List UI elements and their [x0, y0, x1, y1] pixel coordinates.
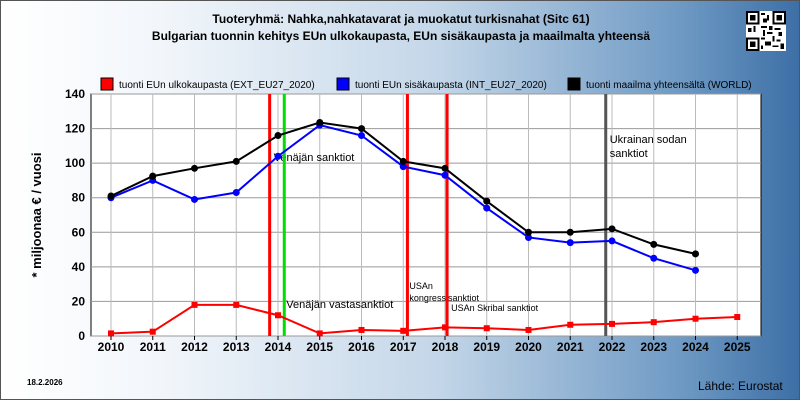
data-point — [525, 233, 532, 241]
data-point — [400, 327, 407, 334]
y-tick-label: 120 — [65, 122, 85, 136]
legend-swatch — [336, 77, 350, 91]
date-stamp: 18.2.2026 — [27, 378, 63, 387]
data-point — [274, 131, 282, 139]
data-point — [608, 225, 616, 233]
x-tick-label: 2016 — [348, 340, 375, 354]
legend-label: tuonti maailma yhteensältä (WORLD) — [586, 80, 752, 91]
data-point — [525, 228, 532, 236]
data-point — [525, 326, 532, 333]
data-point — [566, 239, 574, 247]
data-point — [483, 204, 491, 212]
data-point — [650, 319, 657, 326]
data-point — [107, 192, 115, 200]
x-tick-label: 2022 — [599, 340, 626, 354]
x-tick-label: 2013 — [223, 340, 250, 354]
data-point — [108, 330, 114, 337]
data-point — [483, 325, 490, 332]
data-point — [692, 315, 699, 322]
data-point — [316, 330, 323, 337]
data-point — [149, 328, 156, 335]
source-label: Lähde: Eurostat — [698, 379, 783, 393]
data-point — [650, 254, 658, 262]
data-point — [358, 131, 365, 139]
x-tick-label: 2021 — [557, 340, 584, 354]
legend-swatch — [567, 77, 581, 91]
x-tick-label: 2010 — [98, 340, 125, 354]
event-label: USAn kongressisanktiot — [409, 281, 479, 303]
x-tick-label: 2011 — [140, 340, 166, 354]
data-point — [358, 326, 365, 333]
data-point — [316, 119, 324, 127]
data-point — [233, 301, 240, 308]
event-label: Ukrainan sodan sanktiot — [610, 134, 687, 160]
event-label-line: Ukrainan sodan — [610, 134, 687, 146]
data-point — [149, 172, 157, 180]
axes: 0 20 40 60 80 100 120 140 2010 2011 2012 2013 2014 20… — [65, 87, 751, 354]
event-label: Venäjän vastasanktiot — [286, 299, 393, 311]
series-line — [110, 303, 738, 335]
x-tick-label: 2023 — [640, 340, 667, 354]
data-point — [608, 237, 616, 245]
x-tick-label: 2019 — [473, 340, 500, 354]
y-tick-label: 60 — [72, 225, 86, 239]
x-tick-label: 2020 — [515, 340, 542, 354]
event-label: Venäjän sanktiot — [274, 152, 355, 164]
event-label-line: sanktiot — [610, 148, 648, 160]
y-tick-label: 0 — [78, 329, 85, 343]
y-axis-label: * miljoonaa € / vuosi — [29, 153, 44, 278]
y-tick-label: 20 — [72, 294, 86, 308]
data-point — [692, 266, 699, 274]
data-point — [358, 125, 365, 133]
data-point — [442, 324, 448, 331]
data-point — [567, 321, 574, 328]
data-point — [609, 320, 615, 327]
x-tick-label: 2012 — [181, 340, 208, 354]
chart-title: Tuoteryhmä: Nahka,nahkatavarat ja muokat… — [212, 12, 590, 26]
y-tick-label: 40 — [72, 260, 86, 274]
x-tick-label: 2025 — [724, 340, 751, 354]
plot-area — [90, 93, 762, 337]
x-tick-label: 2018 — [432, 340, 459, 354]
data-series — [107, 119, 741, 337]
event-label: USAn Skribal sanktiot — [451, 303, 539, 313]
x-tick-label: 2017 — [390, 340, 417, 354]
event-label-line: USAn — [409, 281, 433, 291]
data-point — [483, 197, 491, 205]
data-point — [441, 164, 449, 172]
data-point — [399, 163, 407, 171]
chart-subtitle: Bulgarian tuonnin kehitys EUn ulkokaupas… — [151, 29, 651, 43]
data-point — [232, 189, 240, 197]
x-tick-label: 2014 — [265, 340, 292, 354]
data-point — [441, 171, 449, 179]
y-tick-label: 140 — [65, 87, 85, 101]
x-tick-label: 2015 — [306, 340, 333, 354]
data-point — [734, 313, 741, 320]
data-point — [274, 152, 282, 160]
x-tick-label: 2024 — [682, 340, 709, 354]
legend-swatch — [100, 77, 114, 91]
data-point — [191, 301, 198, 308]
data-point — [232, 157, 240, 165]
legend-label: tuonti EUn ulkokaupasta (EXT_EU27_2020) — [119, 80, 315, 91]
y-tick-label: 100 — [65, 156, 85, 170]
qr-code-icon — [746, 11, 786, 51]
y-tick-label: 80 — [72, 191, 86, 205]
event-label-line: kongressisanktiot — [409, 293, 479, 303]
data-point — [692, 250, 699, 258]
data-point — [650, 240, 658, 248]
legend-label: tuonti EUn sisäkaupasta (INT_EU27_2020) — [355, 80, 547, 91]
data-point — [399, 157, 407, 165]
legend: tuonti EUn ulkokaupasta (EXT_EU27_2020) t… — [100, 77, 752, 91]
data-point — [275, 312, 281, 319]
data-point — [566, 228, 574, 236]
data-point — [191, 195, 198, 203]
data-point — [191, 164, 198, 172]
